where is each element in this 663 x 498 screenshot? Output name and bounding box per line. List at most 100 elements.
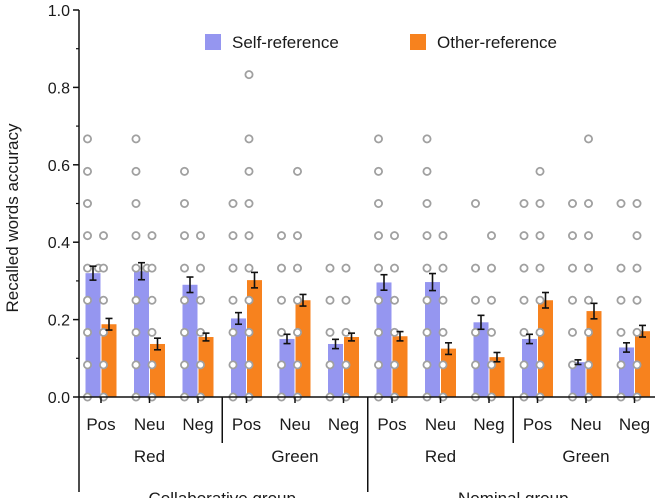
point-other — [244, 231, 254, 241]
point-other — [584, 198, 594, 208]
error-bars — [89, 261, 646, 366]
point-other — [147, 295, 157, 305]
point-self — [179, 263, 189, 273]
point-self — [373, 295, 383, 305]
point-self — [179, 198, 189, 208]
bars — [85, 271, 650, 397]
point-self — [616, 198, 626, 208]
subgroup-label: Green — [562, 447, 609, 466]
point-self — [470, 295, 480, 305]
point-other — [535, 360, 545, 370]
point-self — [131, 166, 141, 176]
point-self — [568, 231, 578, 241]
point-other — [486, 263, 496, 273]
point-other — [438, 327, 448, 337]
legend-label-other: Other-reference — [437, 33, 557, 52]
x-tick-label: Pos — [86, 415, 115, 434]
point-other — [244, 198, 254, 208]
x-tick-label: Neg — [619, 415, 650, 434]
point-self — [83, 166, 93, 176]
point-self — [373, 198, 383, 208]
point-self — [373, 231, 383, 241]
point-self — [276, 295, 286, 305]
point-other — [438, 263, 448, 273]
point-other — [99, 295, 109, 305]
point-other — [486, 327, 496, 337]
point-self — [83, 327, 93, 337]
point-self — [519, 327, 529, 337]
point-other — [147, 327, 157, 337]
point-other — [244, 134, 254, 144]
point-other — [244, 360, 254, 370]
point-self — [519, 360, 529, 370]
point-self — [568, 295, 578, 305]
point-other — [632, 198, 642, 208]
bar-other — [101, 324, 117, 397]
point-other — [584, 263, 594, 273]
point-other — [292, 327, 302, 337]
point-self — [422, 198, 432, 208]
x-axis: Pos Neu Neg Pos Neu Neg Pos Neu Neg Pos Neu Neg Red G… — [78, 396, 655, 498]
y-tick-label: 0.4 — [48, 235, 70, 252]
point-self — [373, 327, 383, 337]
point-other — [147, 231, 157, 241]
point-self — [422, 231, 432, 241]
bar-other — [344, 337, 359, 397]
x-tick-label: Neg — [328, 415, 359, 434]
bar-self — [279, 338, 295, 397]
point-other — [632, 295, 642, 305]
point-self — [276, 327, 286, 337]
point-self — [519, 231, 529, 241]
point-other — [99, 327, 109, 337]
point-self — [422, 263, 432, 273]
subgroup-label: Red — [134, 447, 165, 466]
bar-other — [586, 311, 602, 397]
point-other — [195, 360, 205, 370]
x-tick-label: Pos — [523, 415, 552, 434]
point-other — [99, 360, 109, 370]
point-self — [373, 360, 383, 370]
legend-swatch-other — [410, 34, 426, 50]
point-other — [438, 295, 448, 305]
y-axis-title: Recalled words accuracy — [3, 123, 22, 312]
point-other — [584, 327, 594, 337]
point-self — [228, 295, 238, 305]
y-tick-label: 0.2 — [48, 313, 70, 330]
point-self — [131, 327, 141, 337]
point-other — [632, 360, 642, 370]
point-self — [519, 198, 529, 208]
point-self — [131, 231, 141, 241]
point-other — [535, 263, 545, 273]
bar-self — [328, 343, 343, 397]
point-self — [131, 263, 141, 273]
point-self — [228, 198, 238, 208]
x-tick-label: Pos — [377, 415, 406, 434]
point-other — [486, 360, 496, 370]
point-other — [389, 360, 399, 370]
x-tick-label: Neu — [425, 415, 456, 434]
point-other — [341, 360, 351, 370]
point-self — [325, 327, 335, 337]
point-other — [535, 295, 545, 305]
point-other — [195, 231, 205, 241]
point-other — [292, 295, 302, 305]
bar-self — [619, 347, 634, 397]
legend-swatch-self — [205, 34, 221, 50]
point-self — [83, 263, 93, 273]
point-self — [179, 166, 189, 176]
bar-other — [441, 348, 456, 397]
bar-self — [231, 318, 246, 397]
point-other — [486, 231, 496, 241]
point-other — [292, 231, 302, 241]
point-other — [292, 263, 302, 273]
point-self — [228, 263, 238, 273]
y-tick-label: 0.0 — [48, 390, 70, 407]
point-self — [616, 327, 626, 337]
point-self — [179, 327, 189, 337]
point-self — [325, 360, 335, 370]
point-self — [131, 134, 141, 144]
point-self — [373, 263, 383, 273]
point-self — [373, 166, 383, 176]
point-self — [568, 327, 578, 337]
